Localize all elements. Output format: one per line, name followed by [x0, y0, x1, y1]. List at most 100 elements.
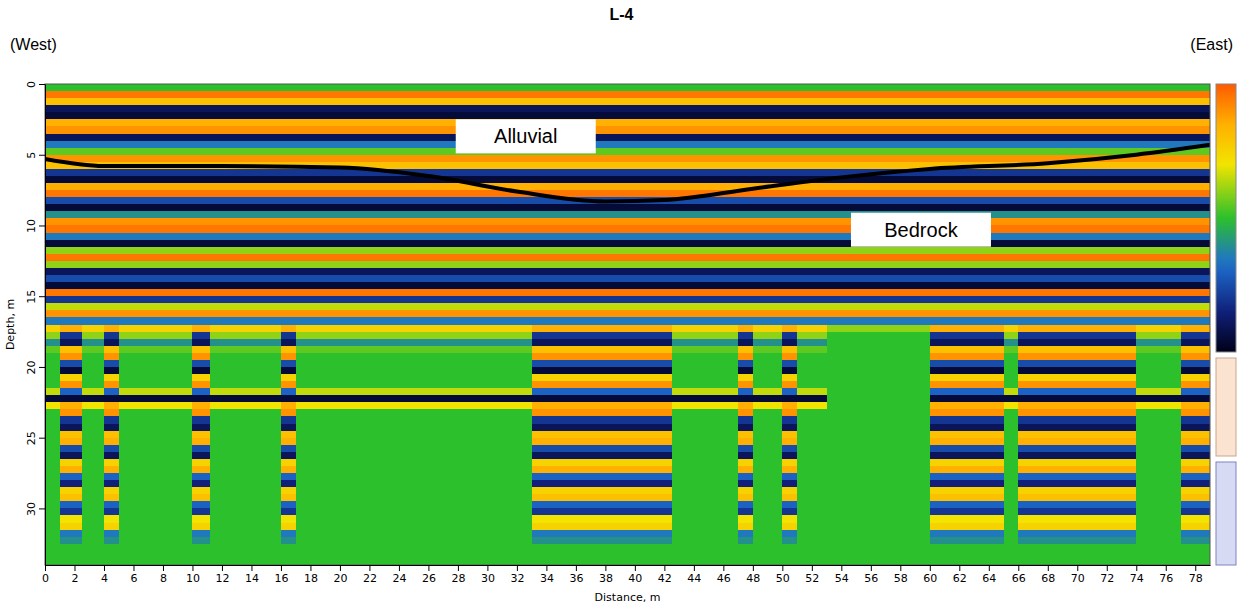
- heat-cell: [930, 523, 1004, 531]
- heat-cell: [1004, 353, 1019, 361]
- heat-cell: [930, 261, 1004, 269]
- heat-cell: [930, 395, 1004, 403]
- heat-cell: [296, 275, 532, 283]
- heat-cell: [1136, 254, 1181, 262]
- heat-cell: [672, 254, 739, 262]
- heat-cell: [1181, 551, 1210, 559]
- heat-cell: [672, 134, 739, 142]
- heat-cell: [797, 388, 827, 396]
- heat-cell: [119, 466, 193, 474]
- heat-cell: [104, 261, 119, 269]
- heat-cell: [210, 452, 281, 460]
- heat-cell: [192, 473, 210, 481]
- heat-cell: [60, 261, 83, 269]
- heat-cell: [281, 183, 296, 191]
- heat-cell: [192, 508, 210, 516]
- heat-cell: [45, 247, 60, 255]
- heat-cell: [930, 119, 1004, 127]
- x-tick: 10: [186, 565, 200, 585]
- heat-cell: [672, 105, 739, 113]
- heat-cell: [782, 303, 797, 311]
- heat-cell: [104, 225, 119, 233]
- heat-cell: [827, 126, 931, 134]
- heat-cell: [532, 112, 673, 120]
- heat-cell: [672, 360, 739, 368]
- heat-cell: [192, 537, 210, 545]
- heat-cell: [281, 339, 296, 347]
- heat-cell: [119, 530, 193, 538]
- heat-cell: [60, 530, 83, 538]
- heat-cell: [1004, 487, 1019, 495]
- heat-cell: [1018, 332, 1136, 340]
- heat-cell: [281, 459, 296, 467]
- x-tick-mark: [1077, 565, 1078, 571]
- heat-cell: [1181, 325, 1210, 333]
- heat-cell: [1004, 233, 1019, 241]
- heat-cell: [1136, 119, 1181, 127]
- heat-cell: [1136, 98, 1181, 106]
- heat-cell: [281, 544, 296, 552]
- heat-cell: [192, 551, 210, 559]
- heat-cell: [797, 105, 827, 113]
- heat-cell: [192, 558, 210, 565]
- heat-cell: [782, 558, 797, 565]
- x-tick: 62: [953, 565, 967, 585]
- heat-cell: [192, 105, 210, 113]
- heat-cell: [532, 91, 673, 99]
- heat-cell: [672, 84, 739, 92]
- y-tick: 10: [25, 219, 45, 233]
- heat-cell: [45, 459, 60, 467]
- heat-cell: [45, 494, 60, 502]
- heat-cell: [738, 381, 753, 389]
- heat-cell: [119, 452, 193, 460]
- heat-cell: [45, 275, 60, 283]
- heat-cell: [60, 381, 83, 389]
- heat-cell: [753, 112, 783, 120]
- heat-cell: [192, 360, 210, 368]
- x-tick-mark: [576, 565, 577, 571]
- heat-cell: [192, 353, 210, 361]
- heat-cell: [672, 148, 739, 156]
- heat-cell: [104, 473, 119, 481]
- heat-cell: [104, 332, 119, 340]
- heat-cell: [1018, 515, 1136, 523]
- heat-cell: [104, 339, 119, 347]
- heat-cell: [192, 240, 210, 248]
- heat-cell: [1004, 275, 1019, 283]
- heat-cell: [797, 268, 827, 276]
- heat-cell: [60, 268, 83, 276]
- heat-cell: [738, 169, 753, 177]
- heat-cell: [827, 84, 931, 92]
- heat-cell: [797, 91, 827, 99]
- heat-cell: [827, 409, 931, 417]
- y-tick-mark: [39, 155, 45, 156]
- heat-cell: [82, 445, 105, 453]
- heat-cell: [281, 98, 296, 106]
- heat-cell: [82, 367, 105, 375]
- heat-cell: [1004, 544, 1019, 552]
- x-tick: 58: [894, 565, 908, 585]
- heat-cell: [45, 225, 60, 233]
- heat-cell: [797, 289, 827, 297]
- heat-cell: [281, 233, 296, 241]
- heat-cell: [532, 515, 673, 523]
- heat-cell: [930, 303, 1004, 311]
- heat-cell: [532, 261, 673, 269]
- heat-cell: [60, 424, 83, 432]
- heat-cell: [782, 381, 797, 389]
- heat-cell: [672, 466, 739, 474]
- heat-cell: [827, 310, 931, 318]
- heat-cell: [1018, 112, 1136, 120]
- heat-cell: [104, 310, 119, 318]
- heat-cell: [192, 452, 210, 460]
- heat-cell: [532, 466, 673, 474]
- heat-cell: [738, 98, 753, 106]
- heat-cell: [753, 310, 783, 318]
- heat-cell: [1004, 325, 1019, 333]
- heat-cell: [1018, 409, 1136, 417]
- heat-cell: [1018, 317, 1136, 325]
- heat-cell: [1018, 508, 1136, 516]
- heat-cell: [930, 537, 1004, 545]
- heat-cell: [672, 204, 739, 212]
- heat-cell: [782, 247, 797, 255]
